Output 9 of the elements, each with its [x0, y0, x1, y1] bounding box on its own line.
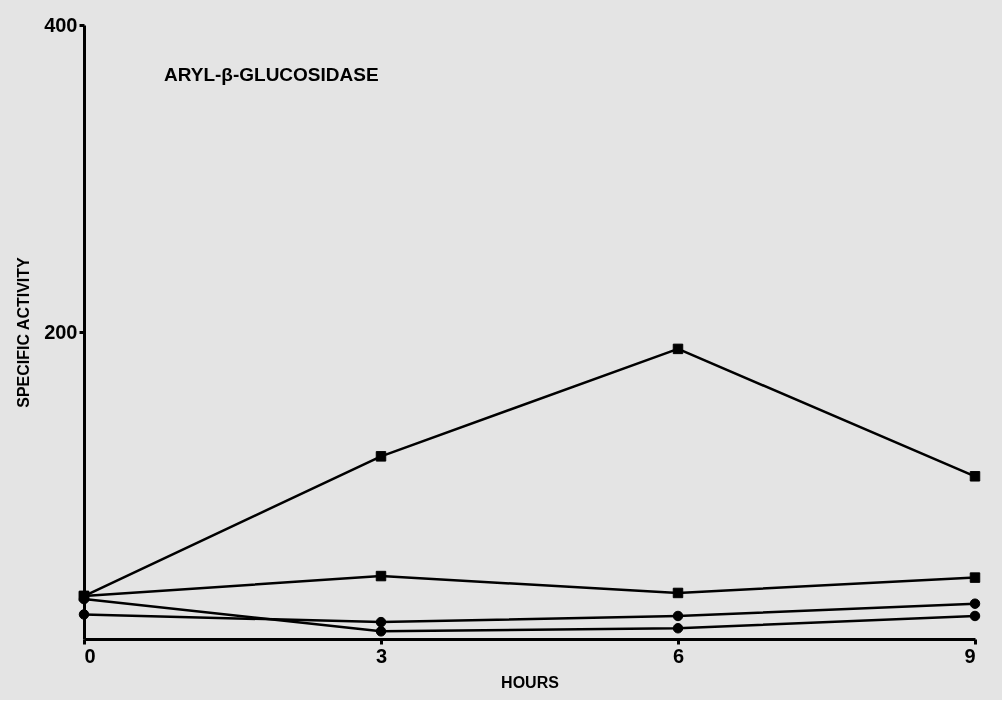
y-tick-label: 200 [44, 320, 78, 343]
x-tick-label: 0 [84, 644, 96, 667]
text: ARYL-β-GLUCOSIDASE [164, 64, 379, 85]
y-tick-label: 400 [44, 13, 78, 36]
x-tick-label: 3 [375, 644, 388, 667]
x-tick-label: 6 [672, 644, 685, 667]
x-axis-title: HOURS [501, 673, 560, 691]
y-axis-title: SPECIFIC ACTIVITY [15, 256, 33, 408]
x-tick-label: 9 [964, 644, 976, 667]
